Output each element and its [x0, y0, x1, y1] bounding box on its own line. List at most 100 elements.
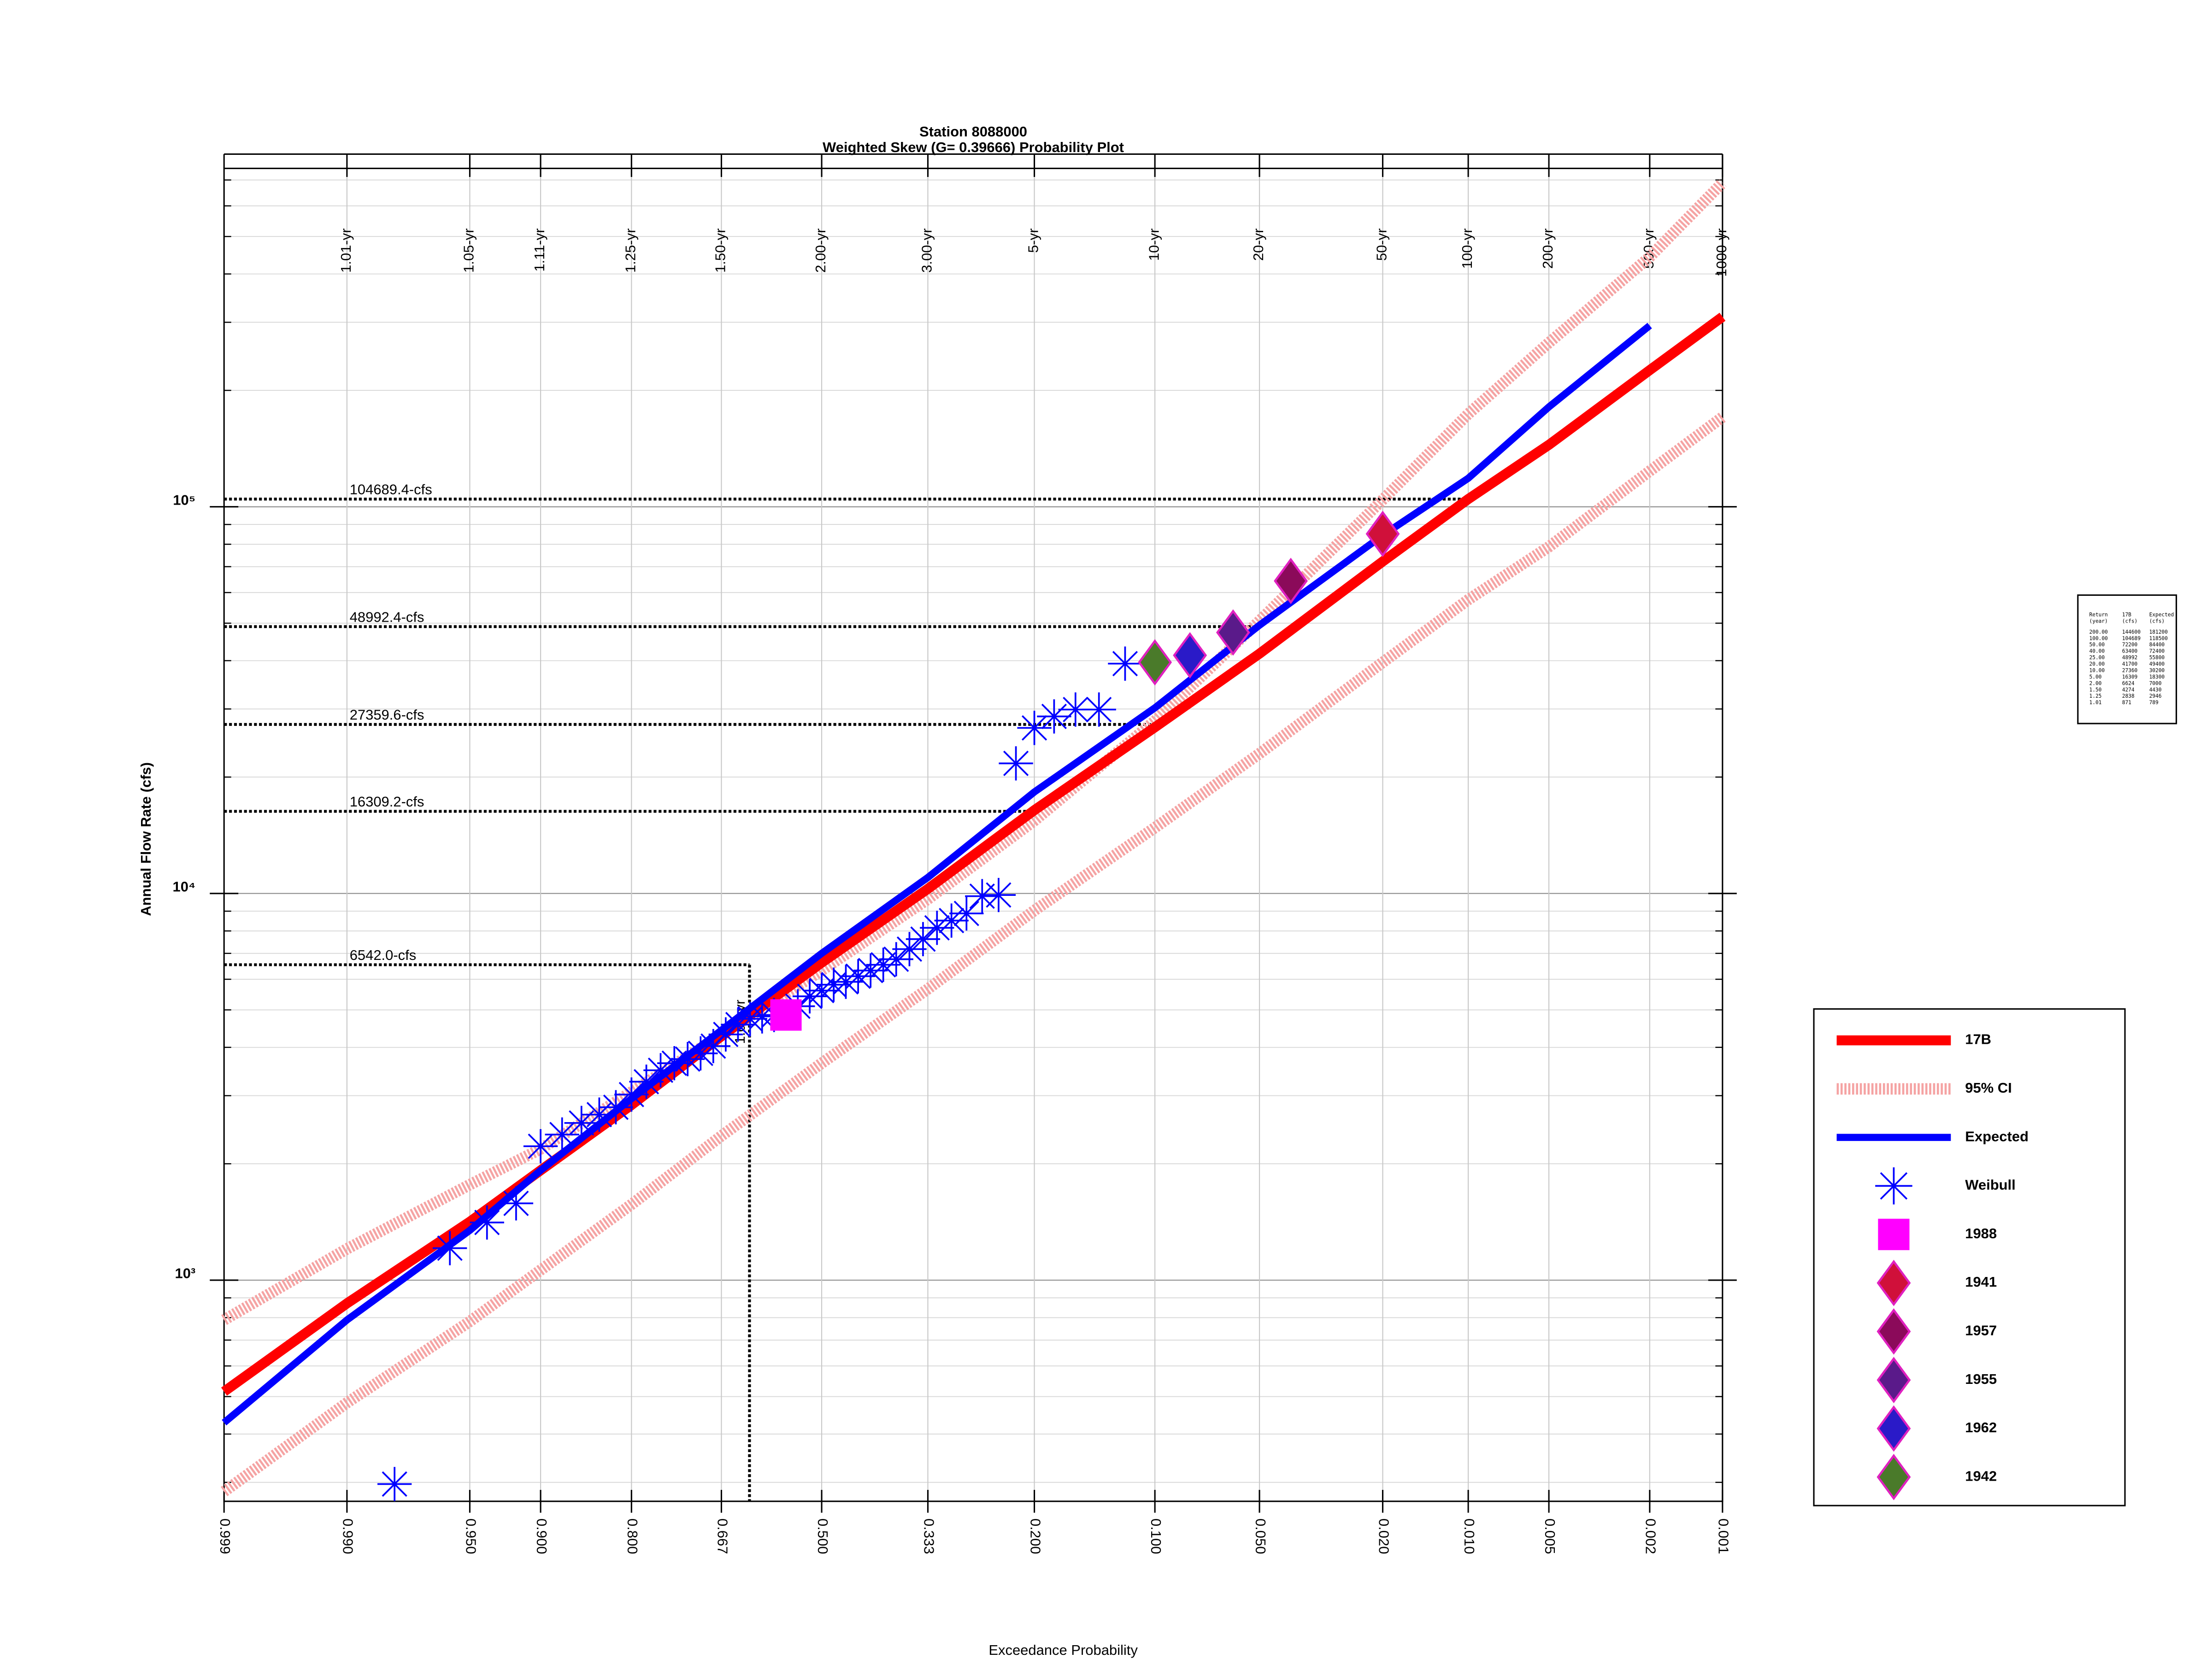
x-tick-label: 0.100 — [1148, 1518, 1164, 1554]
asterisk-stroke — [647, 1057, 674, 1083]
plot-frame — [223, 167, 1724, 1502]
x-tick-label: 0.050 — [1253, 1518, 1269, 1554]
legend-label: 95% CI — [1965, 1080, 2012, 1096]
series-line — [222, 323, 1652, 1426]
x-tick-label: 0.999 — [217, 1518, 233, 1554]
table-cell: 30200 — [2149, 667, 2165, 673]
weibull-point — [1058, 692, 1093, 727]
weibull-point — [499, 1186, 534, 1221]
summary-table-box — [2077, 594, 2177, 724]
table-cell: 100.00 — [2089, 635, 2108, 641]
legend-label: Expected — [1965, 1128, 2029, 1144]
top-tick-label: 50-yr — [1374, 228, 1390, 261]
legend-label: Weibull — [1965, 1177, 2016, 1193]
weibull-point — [629, 1065, 664, 1099]
legend-label: 17B — [1965, 1031, 1991, 1047]
x-tick-label: 0.010 — [1461, 1518, 1477, 1554]
asterisk-stroke — [737, 1006, 763, 1032]
asterisk-stroke — [1086, 697, 1112, 723]
x-tick-label: 0.800 — [624, 1518, 641, 1554]
table-cell: 181200 — [2149, 629, 2168, 635]
asterisk-stroke — [858, 958, 883, 983]
table-cell: 144600 — [2122, 629, 2141, 635]
x-tick-label: 0.005 — [1542, 1518, 1558, 1554]
table-cell: 40.00 — [2089, 648, 2105, 654]
table-header: Expected — [2149, 612, 2174, 618]
asterisk-stroke — [1041, 704, 1067, 729]
x-tick-label: 0.990 — [340, 1518, 356, 1554]
table-cell: 4274 — [2122, 687, 2135, 693]
table-cell: 200.00 — [2089, 629, 2108, 635]
table-cell: 20.00 — [2089, 661, 2105, 667]
table-cell: 104689 — [2122, 635, 2141, 641]
weibull-point — [523, 1129, 558, 1164]
y-tick-label: 10⁴ — [173, 879, 196, 895]
table-header: (year) — [2089, 618, 2108, 624]
table-cell: 41700 — [2122, 661, 2138, 667]
table-cell: 789 — [2149, 700, 2159, 706]
weibull-point — [999, 746, 1033, 781]
weibull-point — [853, 953, 888, 988]
weibull-point — [892, 932, 927, 966]
top-tick-label: 100-yr — [1459, 228, 1475, 269]
reference-label: 27359.6-cfs — [350, 707, 424, 723]
x-axis-label: Exceedance Probability — [988, 1642, 1138, 1658]
table-cell: 1.25 — [2089, 693, 2102, 699]
asterisk-stroke — [725, 1012, 751, 1037]
legend-swatch — [1877, 1259, 1911, 1306]
asterisk-stroke — [969, 883, 995, 909]
ci-line — [221, 178, 1727, 1325]
x-tick-label: 0.900 — [534, 1518, 550, 1554]
table-cell: 63400 — [2122, 648, 2138, 654]
weibull-point — [582, 1097, 617, 1132]
table-cell: 16309 — [2122, 674, 2138, 680]
table-cell: 6624 — [2122, 680, 2135, 686]
reference-label: 16309.2-cfs — [350, 794, 424, 810]
asterisk-stroke — [675, 1046, 700, 1072]
y-axis-label: Annual Flow Rate (cfs) — [138, 762, 154, 916]
table-cell: 2838 — [2122, 693, 2135, 699]
weibull-point — [866, 947, 900, 982]
table-cell: 72200 — [2122, 642, 2138, 648]
marker-diamond — [1138, 639, 1172, 686]
asterisk-stroke — [382, 1471, 407, 1497]
top-tick-label: 200-yr — [1540, 228, 1556, 269]
y-tick-label: 10⁵ — [173, 492, 195, 508]
legend-label: 1962 — [1965, 1419, 1997, 1435]
top-tick-label: 1.05-yr — [461, 228, 477, 272]
weibull-point — [599, 1090, 633, 1124]
top-tick-label: 1.25-yr — [622, 228, 638, 272]
asterisk-stroke — [1112, 651, 1138, 677]
reference-label: 104689.4-cfs — [350, 482, 432, 498]
weibull-point — [1108, 646, 1142, 681]
table-cell: 1.01 — [2089, 700, 2102, 706]
asterisk-stroke — [986, 882, 1012, 908]
weibull-point — [564, 1106, 599, 1140]
weibull-point — [377, 1467, 412, 1501]
top-tick-label: 10-yr — [1146, 228, 1162, 261]
x-tick-label: 0.001 — [1716, 1518, 1732, 1554]
weibull-point — [433, 1231, 467, 1265]
table-header: (cfs) — [2149, 618, 2165, 624]
table-header: 17B — [2122, 612, 2131, 618]
top-tick-label: 1000-yr — [1713, 228, 1730, 276]
chart-title: Station 8088000 — [919, 124, 1027, 140]
asterisk-stroke — [528, 1133, 553, 1159]
x-tick-label: 0.667 — [714, 1518, 730, 1554]
table-cell: 18300 — [2149, 674, 2165, 680]
asterisk-stroke — [1003, 750, 1029, 777]
weibull-point — [721, 1007, 755, 1042]
asterisk-stroke — [661, 1050, 687, 1076]
x-tick-label: 0.002 — [1643, 1518, 1659, 1554]
table-cell: 27360 — [2122, 667, 2138, 673]
chart-subtitle: Weighted Skew (G= 0.39666) Probability P… — [823, 139, 1124, 155]
asterisk-stroke — [924, 915, 950, 941]
legend-label: 1988 — [1965, 1225, 1997, 1241]
legend-swatch — [1877, 1453, 1911, 1500]
top-tick-label: 1.50-yr — [712, 228, 729, 272]
weibull-point — [1017, 711, 1052, 745]
legend-label: 1941 — [1965, 1274, 1997, 1290]
table-cell: 2946 — [2149, 693, 2162, 699]
asterisk-stroke — [910, 926, 936, 952]
